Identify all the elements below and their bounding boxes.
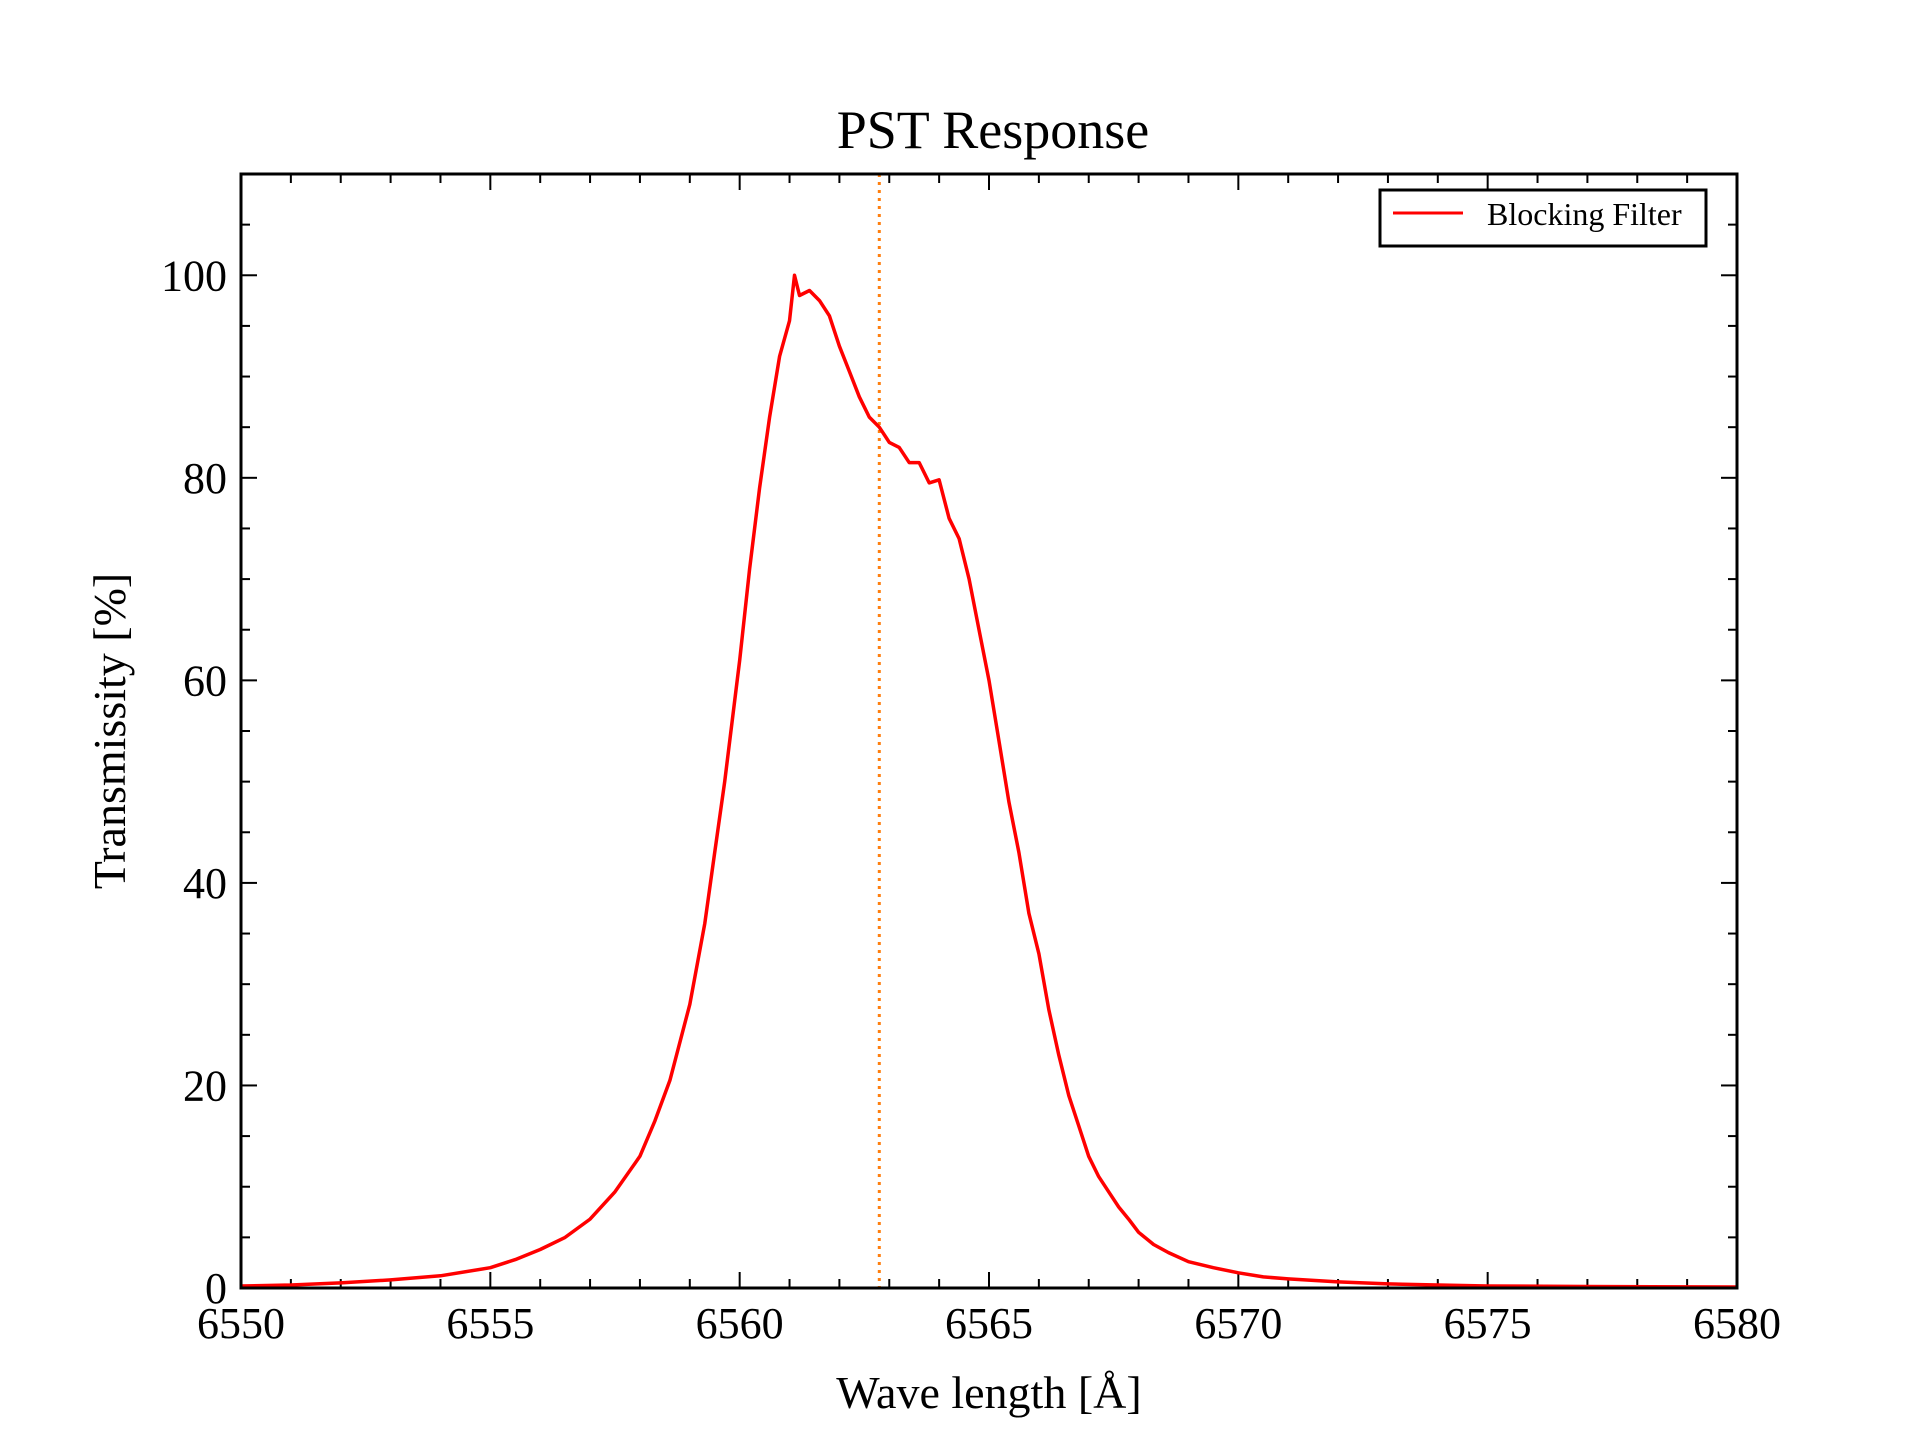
legend-label: Blocking Filter [1487, 196, 1682, 232]
y-tick-labels: 0 20 40 60 80 100 [161, 251, 227, 1313]
series-layer [240, 273, 1738, 1289]
x-tick-label: 6565 [945, 1299, 1033, 1348]
x-tick-label: 6570 [1194, 1299, 1282, 1348]
x-tick-label: 6575 [1444, 1299, 1532, 1348]
y-tick-label: 60 [183, 656, 227, 705]
legend-box [1378, 188, 1708, 248]
y-tick-label: 100 [161, 251, 227, 300]
y-tick-label: 80 [183, 454, 227, 503]
x-tick-label: 6555 [446, 1299, 534, 1348]
x-tick-labels: 6550 6555 6560 6565 6570 6575 6580 [197, 1299, 1781, 1348]
series-line [240, 273, 1738, 1289]
legend: Blocking Filter [1378, 188, 1708, 248]
axis-ticks [240, 173, 1738, 1289]
x-tick-label: 6560 [696, 1299, 784, 1348]
x-tick-label: 6580 [1693, 1299, 1781, 1348]
y-tick-label: 0 [205, 1264, 227, 1313]
x-tick-label: 6550 [197, 1299, 285, 1348]
y-axis-label: Transmissity [%] [84, 573, 135, 890]
plot-frame [239, 172, 1739, 1290]
x-axis-label: Wave length [Å] [836, 1367, 1141, 1418]
y-tick-label: 20 [183, 1061, 227, 1110]
chart-title: PST Response [837, 100, 1150, 160]
y-tick-label: 40 [183, 859, 227, 908]
